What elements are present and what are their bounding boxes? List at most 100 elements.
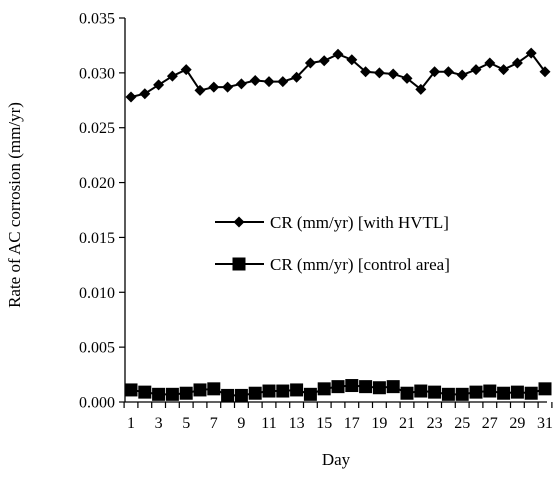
data-point [360, 66, 372, 78]
data-point [276, 384, 290, 398]
data-point [414, 384, 428, 398]
data-point [208, 81, 220, 93]
x-tick-label: 29 [509, 415, 525, 432]
data-point [221, 388, 235, 402]
data-point [291, 71, 303, 83]
data-point [510, 385, 524, 399]
series-with-hvtl [125, 47, 551, 103]
data-point [317, 382, 331, 396]
data-point [429, 66, 441, 78]
data-point [428, 385, 442, 399]
data-point [290, 383, 304, 397]
data-point [346, 54, 358, 66]
legend-marker [232, 257, 246, 271]
data-point [318, 55, 330, 67]
data-point [539, 66, 551, 78]
data-point [234, 388, 248, 402]
data-point [153, 79, 165, 91]
data-point [400, 386, 414, 400]
data-point [262, 384, 276, 398]
data-point [207, 382, 221, 396]
data-point [152, 387, 166, 401]
data-point [538, 382, 552, 396]
x-tick-label: 9 [237, 415, 245, 432]
data-point [193, 383, 207, 397]
data-point [179, 386, 193, 400]
x-tick-label: 17 [344, 415, 360, 432]
x-tick-label: 15 [316, 415, 332, 432]
y-tick-label: 0.025 [79, 120, 115, 137]
data-point [180, 64, 192, 76]
series-control-area [124, 379, 552, 402]
data-point [248, 386, 262, 400]
data-point [166, 70, 178, 82]
x-axis-label: Day [322, 450, 351, 469]
data-point [304, 57, 316, 69]
y-tick-label: 0.010 [79, 285, 115, 302]
x-tick-label: 27 [482, 415, 498, 432]
data-point [222, 81, 234, 93]
data-point [415, 83, 427, 95]
y-tick-label: 0.005 [79, 340, 115, 357]
axes: 0.000 0.005 0.010 0.015 0.020 0.025 0.030 0.035… [79, 11, 553, 433]
y-axis-label: Rate of AC corrosion (mm/yr) [5, 102, 24, 308]
data-point [303, 387, 317, 401]
data-point [470, 64, 482, 76]
data-point [524, 386, 538, 400]
x-tick-label: 11 [261, 415, 276, 432]
x-tick-label: 5 [182, 415, 190, 432]
data-point [139, 88, 151, 100]
legend-item: CR (mm/yr) [control area] [215, 255, 450, 274]
data-point [165, 387, 179, 401]
data-point [345, 379, 359, 393]
data-point [372, 381, 386, 395]
data-point [511, 57, 523, 69]
data-point [373, 67, 385, 79]
x-tick-label: 31 [537, 415, 553, 432]
data-point [469, 385, 483, 399]
x-tick-label: 21 [399, 415, 415, 432]
data-point [442, 66, 454, 78]
x-tick-label: 25 [454, 415, 470, 432]
series-layer [124, 47, 552, 402]
y-tick-label: 0.035 [79, 11, 115, 28]
y-tick-label: 0.015 [79, 230, 115, 247]
data-point [386, 380, 400, 394]
data-point [441, 387, 455, 401]
data-point [249, 75, 261, 87]
x-tick-label: 1 [127, 415, 135, 432]
data-point [484, 57, 496, 69]
legend-marker [233, 216, 245, 228]
data-point [455, 387, 469, 401]
data-point [138, 385, 152, 399]
legend-label: CR (mm/yr) [with HVTL] [270, 213, 449, 232]
data-point [483, 384, 497, 398]
y-tick-label: 0.000 [79, 395, 115, 412]
data-point [401, 72, 413, 84]
data-point [332, 48, 344, 60]
data-point [525, 47, 537, 59]
y-tick-label: 0.020 [79, 175, 115, 192]
data-point [125, 91, 137, 103]
data-point [235, 78, 247, 90]
data-point [124, 383, 138, 397]
legend-label: CR (mm/yr) [control area] [270, 255, 450, 274]
x-tick-label: 19 [371, 415, 387, 432]
data-point [331, 380, 345, 394]
data-point [497, 386, 511, 400]
data-point [194, 84, 206, 96]
data-point [387, 68, 399, 80]
x-tick-label: 3 [155, 415, 163, 432]
data-point [263, 76, 275, 88]
x-tick-label: 7 [210, 415, 218, 432]
x-tick-label: 23 [427, 415, 443, 432]
y-tick-label: 0.030 [79, 65, 115, 82]
x-tick-label: 13 [289, 415, 305, 432]
data-point [498, 64, 510, 76]
data-point [359, 380, 373, 394]
data-point [277, 76, 289, 88]
legend-item: CR (mm/yr) [with HVTL] [215, 213, 449, 232]
data-point [456, 69, 468, 81]
